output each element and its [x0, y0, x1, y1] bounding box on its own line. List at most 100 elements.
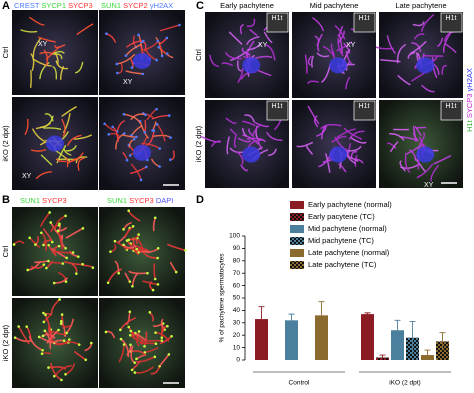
foci — [153, 216, 157, 220]
chromosome — [155, 37, 163, 57]
chromosome — [442, 32, 452, 53]
legend-swatch — [290, 201, 304, 209]
chromosome — [144, 120, 147, 133]
foci — [148, 311, 152, 314]
foci — [167, 114, 171, 117]
foci — [37, 335, 41, 339]
foci — [116, 71, 119, 75]
foci — [128, 154, 132, 157]
foci — [125, 158, 129, 162]
chromosome — [141, 339, 163, 343]
foci — [141, 39, 145, 43]
chromosome — [257, 138, 263, 150]
foci — [129, 343, 132, 347]
header-word: γH2AX — [150, 1, 173, 10]
foci — [160, 54, 164, 58]
chromosome — [233, 135, 237, 148]
foci — [111, 125, 114, 129]
chromosome — [228, 31, 243, 45]
foci — [91, 266, 95, 269]
chromosome — [437, 37, 444, 48]
chromosome — [441, 64, 447, 75]
chromosome — [387, 142, 397, 149]
chromosome — [35, 122, 51, 130]
chromosome — [345, 76, 351, 90]
chromosome — [53, 365, 72, 377]
chromosome — [116, 53, 136, 65]
foci — [59, 319, 63, 323]
foci — [156, 283, 160, 286]
foci — [165, 36, 169, 40]
column-header: Early pachytene — [220, 1, 274, 10]
micrograph — [12, 298, 98, 388]
x-tick-label: iKO (2 dpt) — [389, 380, 420, 387]
foci — [124, 54, 128, 57]
foci — [135, 357, 138, 361]
foci — [28, 236, 31, 240]
annotation: XY — [424, 182, 434, 189]
foci — [48, 211, 51, 214]
chromosome — [229, 147, 245, 154]
xy-body — [242, 57, 261, 74]
foci — [58, 298, 61, 301]
chromosome — [265, 44, 276, 61]
chromosome — [128, 270, 149, 275]
chromosome — [40, 154, 53, 166]
foci — [53, 374, 56, 378]
y-tick-label: 40 — [233, 307, 241, 314]
foci — [107, 133, 111, 136]
chromosome — [135, 356, 156, 363]
column-header: H1t SYCP3 γH2AX — [465, 68, 474, 132]
y-tick-label: 10 — [233, 344, 241, 351]
chromosome — [150, 365, 161, 375]
chromosome — [240, 164, 249, 172]
chromosome — [307, 80, 319, 84]
chromosome — [130, 125, 143, 137]
chromosome — [248, 128, 255, 137]
y-tick-label: 30 — [233, 320, 241, 327]
chromosome — [266, 131, 283, 141]
y-tick-label: 20 — [233, 332, 241, 339]
chromosome — [57, 230, 64, 251]
foci — [60, 313, 64, 316]
foci — [122, 243, 125, 247]
chromosome — [147, 129, 155, 146]
row-label: iKO (2 dpt) — [1, 324, 10, 361]
chromosome — [124, 225, 134, 238]
chromosome — [108, 133, 121, 138]
header-word: γH2AX — [465, 68, 474, 91]
chromosome — [338, 163, 347, 173]
micrograph — [99, 97, 185, 190]
chromosome — [51, 248, 68, 259]
chromosome — [338, 34, 343, 54]
header-word: SYCP3 — [68, 1, 93, 10]
chromosome — [28, 336, 44, 352]
chromosome — [221, 62, 233, 66]
inset-label: H1t — [359, 103, 370, 110]
chromosome — [17, 325, 30, 345]
chromosome — [29, 16, 45, 26]
header-word: SYCP3 — [129, 196, 154, 205]
chromosome — [52, 66, 58, 80]
foci — [115, 62, 119, 66]
chromosome — [306, 145, 313, 155]
panel-label: A — [2, 0, 10, 12]
foci — [144, 113, 147, 117]
bar — [436, 341, 449, 360]
foci — [165, 52, 169, 55]
chromosome — [336, 41, 353, 52]
header-word: H1t — [465, 119, 474, 132]
foci — [135, 247, 139, 251]
foci — [178, 23, 181, 27]
foci — [119, 337, 123, 341]
chromosome — [124, 272, 131, 283]
chromosome — [411, 42, 422, 52]
chromosome — [144, 253, 159, 259]
chromosome — [129, 166, 148, 175]
chromosome — [416, 163, 434, 179]
inset-label: H1t — [272, 15, 283, 22]
chromosome — [52, 53, 63, 60]
chromosome — [43, 127, 62, 130]
header-word: SYCP2 — [123, 1, 148, 10]
foci — [153, 355, 157, 359]
